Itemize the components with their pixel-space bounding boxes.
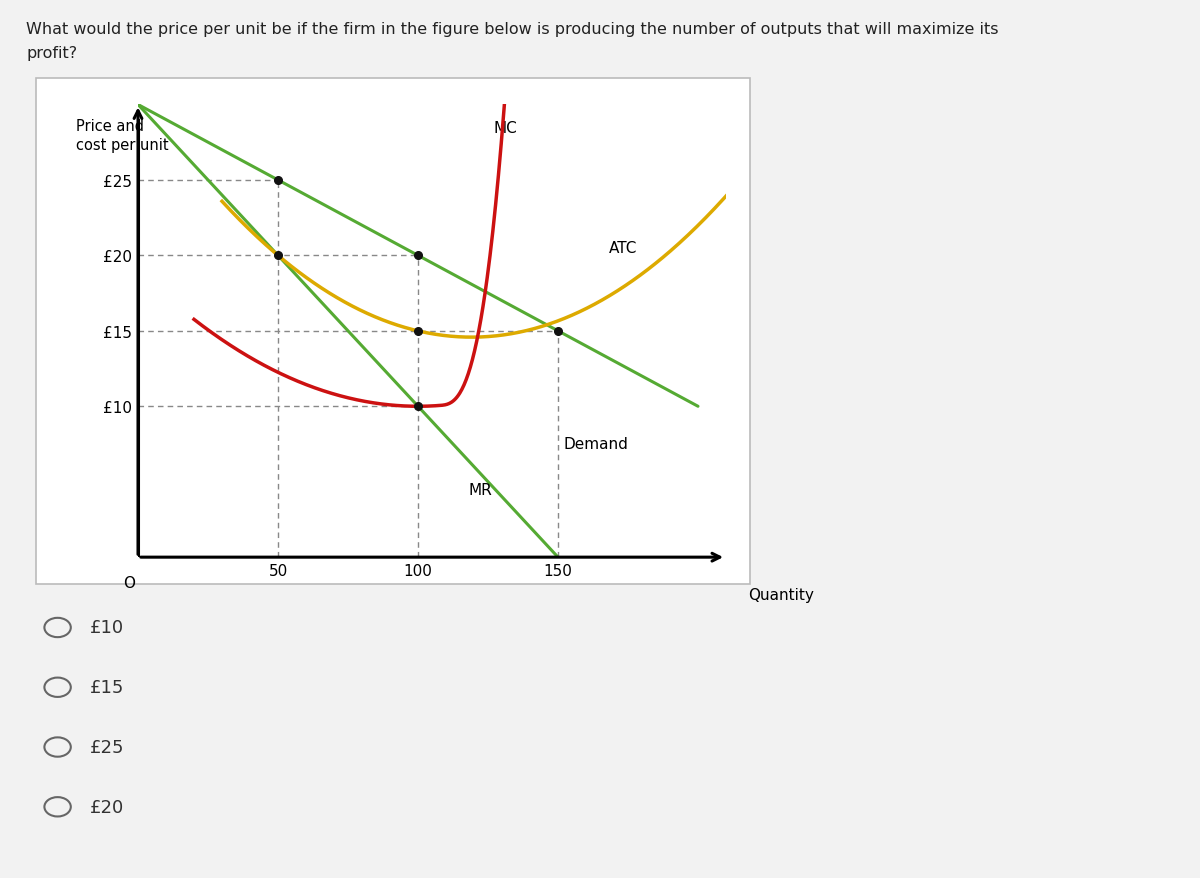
Text: MR: MR	[468, 482, 492, 497]
Text: What would the price per unit be if the firm in the figure below is producing th: What would the price per unit be if the …	[26, 22, 998, 37]
Text: Quantity: Quantity	[749, 587, 815, 602]
Text: £10: £10	[90, 619, 124, 637]
Text: Demand: Demand	[564, 437, 629, 452]
Text: £15: £15	[90, 679, 125, 696]
Text: ATC: ATC	[608, 241, 637, 256]
Text: profit?: profit?	[26, 46, 78, 61]
Text: Price and
cost per unit: Price and cost per unit	[77, 119, 169, 153]
Text: £25: £25	[90, 738, 125, 756]
Text: £20: £20	[90, 798, 125, 816]
Text: MC: MC	[493, 120, 517, 135]
Text: O: O	[124, 576, 136, 591]
